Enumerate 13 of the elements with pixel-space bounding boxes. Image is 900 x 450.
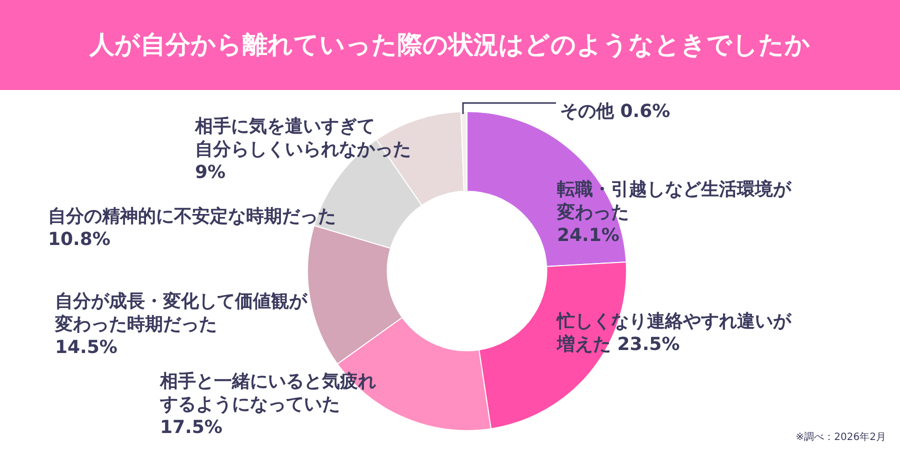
data-label: 17.5% bbox=[160, 417, 222, 438]
slice-label: 自分の精神的に不安定な時期だった bbox=[48, 206, 336, 227]
slice-label: 相手に気を遣いすぎて自分らしくいられなかった bbox=[195, 116, 411, 160]
data-label: 0.6% bbox=[620, 101, 670, 122]
data-label: 23.5% bbox=[617, 334, 680, 355]
text: ※調べ：2026年2月 bbox=[796, 430, 886, 444]
data-label: 10.8% bbox=[48, 229, 110, 250]
data-label: 24.1% bbox=[557, 225, 620, 246]
data-label: 9% bbox=[195, 162, 226, 183]
chart-title: 人が自分から離れていった際の状況はどのようなときでしたか bbox=[0, 0, 900, 90]
slice-label: 自分が成長・変化して価値観が変わった時期だった bbox=[55, 291, 307, 335]
data-label: 14.5% bbox=[55, 337, 118, 358]
slice-label: その他 bbox=[560, 101, 614, 122]
